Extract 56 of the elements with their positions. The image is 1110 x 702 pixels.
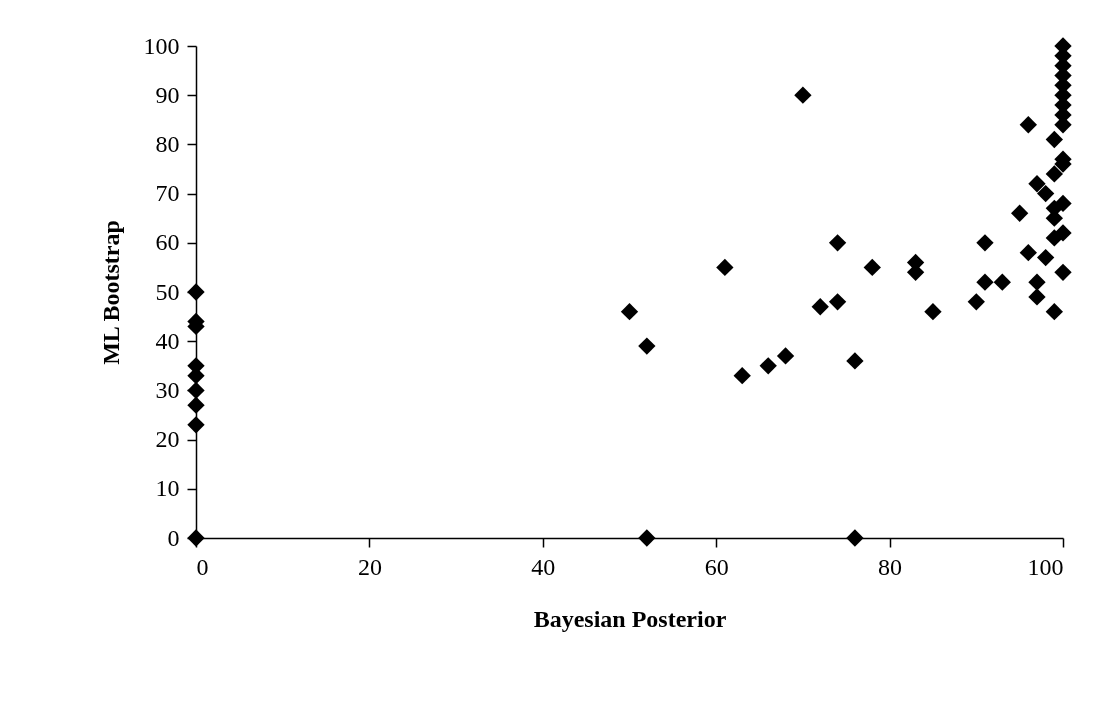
- point: [716, 258, 734, 277]
- x-tick-label: 40: [531, 553, 556, 580]
- point: [1045, 165, 1063, 183]
- point: [187, 416, 205, 434]
- point: [976, 273, 994, 291]
- point: [187, 396, 205, 414]
- point: [863, 258, 881, 277]
- point: [794, 86, 812, 104]
- y-tick-label: 20: [155, 426, 180, 453]
- point: [733, 366, 751, 385]
- point: [846, 529, 864, 547]
- point: [811, 298, 829, 316]
- y-tick-label: 50: [155, 278, 180, 305]
- point: [1028, 288, 1046, 306]
- y-tick-label: 0: [167, 524, 180, 551]
- point: [1019, 243, 1037, 262]
- y-tick-label: 40: [155, 327, 180, 354]
- y-axis-title: ML Bootstrap: [97, 220, 124, 365]
- point: [1028, 273, 1046, 291]
- y-tick-label: 60: [155, 229, 180, 256]
- x-tick-label: 0: [196, 553, 209, 580]
- point: [1054, 194, 1072, 213]
- y-tick-label: 30: [155, 376, 180, 403]
- point: [1054, 263, 1072, 281]
- x-tick-label: 60: [704, 553, 729, 580]
- point: [846, 352, 864, 370]
- point: [828, 234, 847, 252]
- point: [638, 337, 656, 355]
- y-tick-label: 80: [155, 130, 180, 157]
- point: [1037, 184, 1055, 203]
- point: [1010, 204, 1029, 222]
- point: [1045, 303, 1063, 321]
- y-tick-label: 70: [155, 180, 180, 207]
- point: [993, 273, 1011, 291]
- point: [924, 303, 942, 321]
- x-tick-label: 100: [1027, 553, 1064, 580]
- point: [976, 234, 994, 252]
- point: [1019, 116, 1037, 134]
- point: [620, 303, 639, 321]
- point: [638, 529, 656, 547]
- point: [776, 347, 795, 365]
- point: [1037, 248, 1055, 267]
- point: [187, 283, 205, 301]
- point: [967, 293, 985, 311]
- x-tick-label: 80: [878, 553, 903, 580]
- y-tick-label: 100: [143, 32, 180, 59]
- point: [828, 293, 847, 311]
- y-tick-label: 10: [155, 475, 180, 502]
- point: [1045, 130, 1063, 149]
- point: [759, 357, 777, 375]
- y-tick-label: 90: [155, 81, 180, 108]
- point: [1028, 175, 1046, 193]
- x-axis-title: Bayesian Posterior: [533, 605, 727, 632]
- x-tick-label: 20: [357, 553, 382, 580]
- point: [1054, 224, 1072, 242]
- point: [187, 381, 205, 400]
